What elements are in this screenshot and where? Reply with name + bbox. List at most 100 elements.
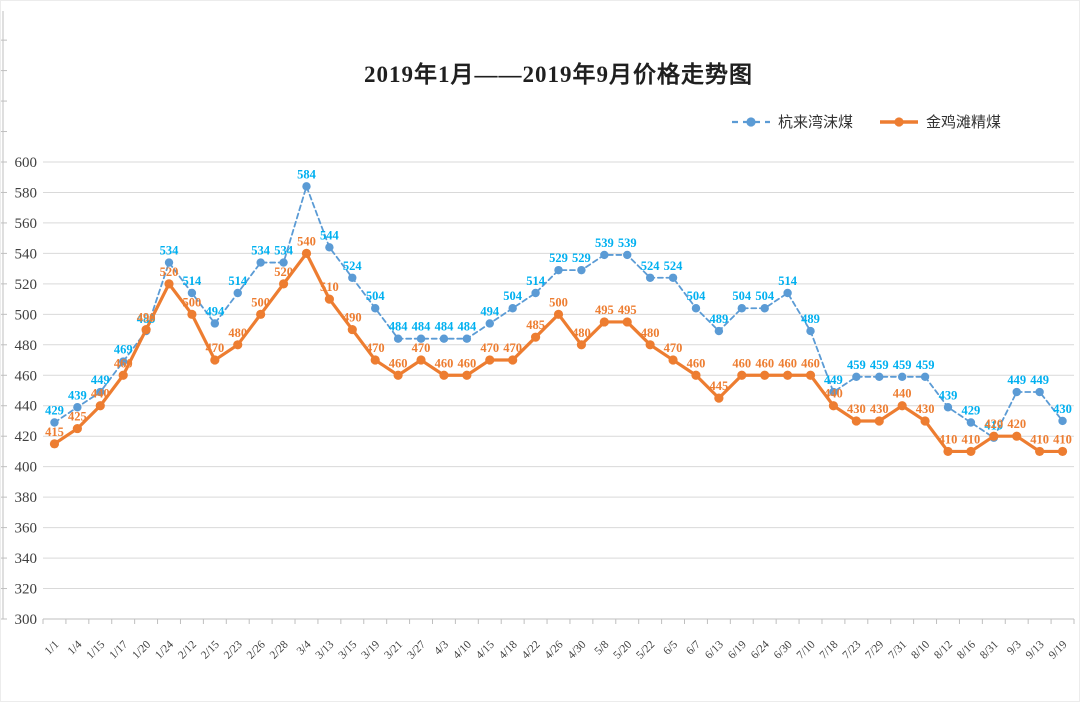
data-point-jinjitan xyxy=(805,370,816,380)
y-axis-label: 300 xyxy=(15,612,38,628)
data-label-hanglaiwan: 459 xyxy=(893,358,912,372)
legend-label: 金鸡滩精煤 xyxy=(926,115,1002,131)
x-axis-label: 2/12 xyxy=(176,638,199,661)
data-label-hanglaiwan: 489 xyxy=(710,312,729,326)
data-label-jinjitan: 520 xyxy=(160,265,179,279)
data-point-hanglaiwan xyxy=(600,250,609,260)
data-point-jinjitan xyxy=(118,370,128,380)
data-label-hanglaiwan: 449 xyxy=(1030,373,1049,387)
y-axis-label: 460 xyxy=(15,368,38,384)
legend-marker-solid-dot-icon xyxy=(879,115,919,129)
x-axis-label: 1/1 xyxy=(43,638,62,657)
data-label-hanglaiwan: 494 xyxy=(480,304,500,318)
data-point-hanglaiwan xyxy=(852,372,861,381)
data-label-hanglaiwan: 449 xyxy=(824,373,843,387)
data-label-jinjitan: 415 xyxy=(45,425,64,439)
data-point-jinjitan xyxy=(210,355,220,365)
data-label-hanglaiwan: 484 xyxy=(435,320,455,334)
x-axis-label: 4/22 xyxy=(520,638,543,661)
data-label-jinjitan: 460 xyxy=(457,356,476,370)
y-axis-label: 560 xyxy=(15,216,38,232)
data-label-jinjitan: 460 xyxy=(114,356,133,370)
data-label-hanglaiwan: 529 xyxy=(572,251,591,265)
x-axis-label: 7/10 xyxy=(795,638,818,661)
data-point-hanglaiwan xyxy=(737,304,746,313)
data-point-jinjitan xyxy=(462,370,472,380)
data-label-hanglaiwan: 534 xyxy=(274,244,294,258)
x-axis-label: 9/19 xyxy=(1047,638,1070,661)
y-axis-label: 480 xyxy=(15,338,38,354)
data-point-hanglaiwan xyxy=(1012,387,1021,397)
data-label-jinjitan: 410 xyxy=(1030,432,1049,446)
data-point-jinjitan xyxy=(1012,431,1022,441)
data-label-jinjitan: 440 xyxy=(91,387,110,401)
x-axis-label: 9/3 xyxy=(1005,638,1024,657)
x-axis-label: 1/20 xyxy=(130,638,153,661)
data-label-jinjitan: 520 xyxy=(274,265,293,279)
x-axis-label: 8/31 xyxy=(978,638,1001,661)
data-point-hanglaiwan xyxy=(233,288,242,298)
data-label-jinjitan: 430 xyxy=(847,402,866,416)
data-point-jinjitan xyxy=(943,446,953,457)
data-point-jinjitan xyxy=(324,294,334,304)
data-label-hanglaiwan: 534 xyxy=(251,244,271,258)
data-label-jinjitan: 510 xyxy=(320,280,339,294)
data-point-jinjitan xyxy=(141,324,151,335)
data-label-hanglaiwan: 469 xyxy=(114,343,133,357)
data-label-jinjitan: 470 xyxy=(664,341,683,355)
x-axis-label: 3/15 xyxy=(336,638,359,661)
x-axis-label: 6/19 xyxy=(726,638,749,661)
data-point-jinjitan xyxy=(301,248,312,258)
data-label-hanglaiwan: 459 xyxy=(870,358,889,372)
data-label-hanglaiwan: 514 xyxy=(778,274,798,288)
data-label-jinjitan: 470 xyxy=(366,341,385,355)
data-point-hanglaiwan xyxy=(96,387,105,397)
data-label-hanglaiwan: 439 xyxy=(68,388,87,402)
x-axis-label: 5/8 xyxy=(593,638,612,657)
data-label-hanglaiwan: 484 xyxy=(457,320,477,334)
data-label-hanglaiwan: 524 xyxy=(343,259,363,273)
y-axis-label: 400 xyxy=(15,460,38,476)
data-point-hanglaiwan xyxy=(577,265,586,275)
data-label-jinjitan: 460 xyxy=(435,356,454,370)
data-label-hanglaiwan: 484 xyxy=(412,320,432,334)
y-axis-label: 520 xyxy=(15,277,38,293)
data-point-jinjitan xyxy=(49,439,60,449)
y-axis-label: 340 xyxy=(15,551,38,567)
x-axis-label: 4/18 xyxy=(497,638,520,661)
data-label-hanglaiwan: 529 xyxy=(549,251,568,265)
data-point-hanglaiwan xyxy=(943,403,953,412)
data-label-hanglaiwan: 429 xyxy=(45,403,64,417)
data-label-hanglaiwan: 459 xyxy=(916,358,935,372)
data-point-jinjitan xyxy=(278,279,289,289)
data-point-jinjitan xyxy=(783,370,793,380)
data-point-jinjitan xyxy=(599,317,609,327)
data-point-jinjitan xyxy=(347,324,357,335)
data-point-hanglaiwan xyxy=(462,334,472,343)
x-axis-label: 5/20 xyxy=(611,638,634,661)
x-axis-label: 4/3 xyxy=(432,638,451,657)
y-axis-label: 380 xyxy=(15,490,38,506)
data-label-hanglaiwan: 584 xyxy=(297,167,317,181)
data-label-hanglaiwan: 534 xyxy=(160,244,180,258)
data-label-jinjitan: 470 xyxy=(503,341,522,355)
data-label-jinjitan: 480 xyxy=(228,326,247,340)
chart-title: 2019年1月——2019年9月价格走势图 xyxy=(364,62,753,87)
x-axis-label: 7/29 xyxy=(863,638,886,661)
data-point-hanglaiwan xyxy=(187,288,197,298)
data-label-hanglaiwan: 504 xyxy=(732,289,752,303)
data-label-hanglaiwan: 504 xyxy=(366,289,386,303)
data-label-hanglaiwan: 429 xyxy=(962,403,981,417)
data-label-hanglaiwan: 504 xyxy=(755,289,775,303)
data-label-hanglaiwan: 489 xyxy=(137,312,156,326)
data-point-hanglaiwan xyxy=(783,288,792,298)
data-point-hanglaiwan xyxy=(760,304,769,313)
data-point-jinjitan xyxy=(508,355,518,365)
y-axis-label: 320 xyxy=(15,582,38,598)
data-point-hanglaiwan xyxy=(920,372,930,381)
x-axis-label: 2/26 xyxy=(245,638,268,661)
data-point-jinjitan xyxy=(1057,446,1068,457)
data-point-hanglaiwan xyxy=(118,357,128,366)
